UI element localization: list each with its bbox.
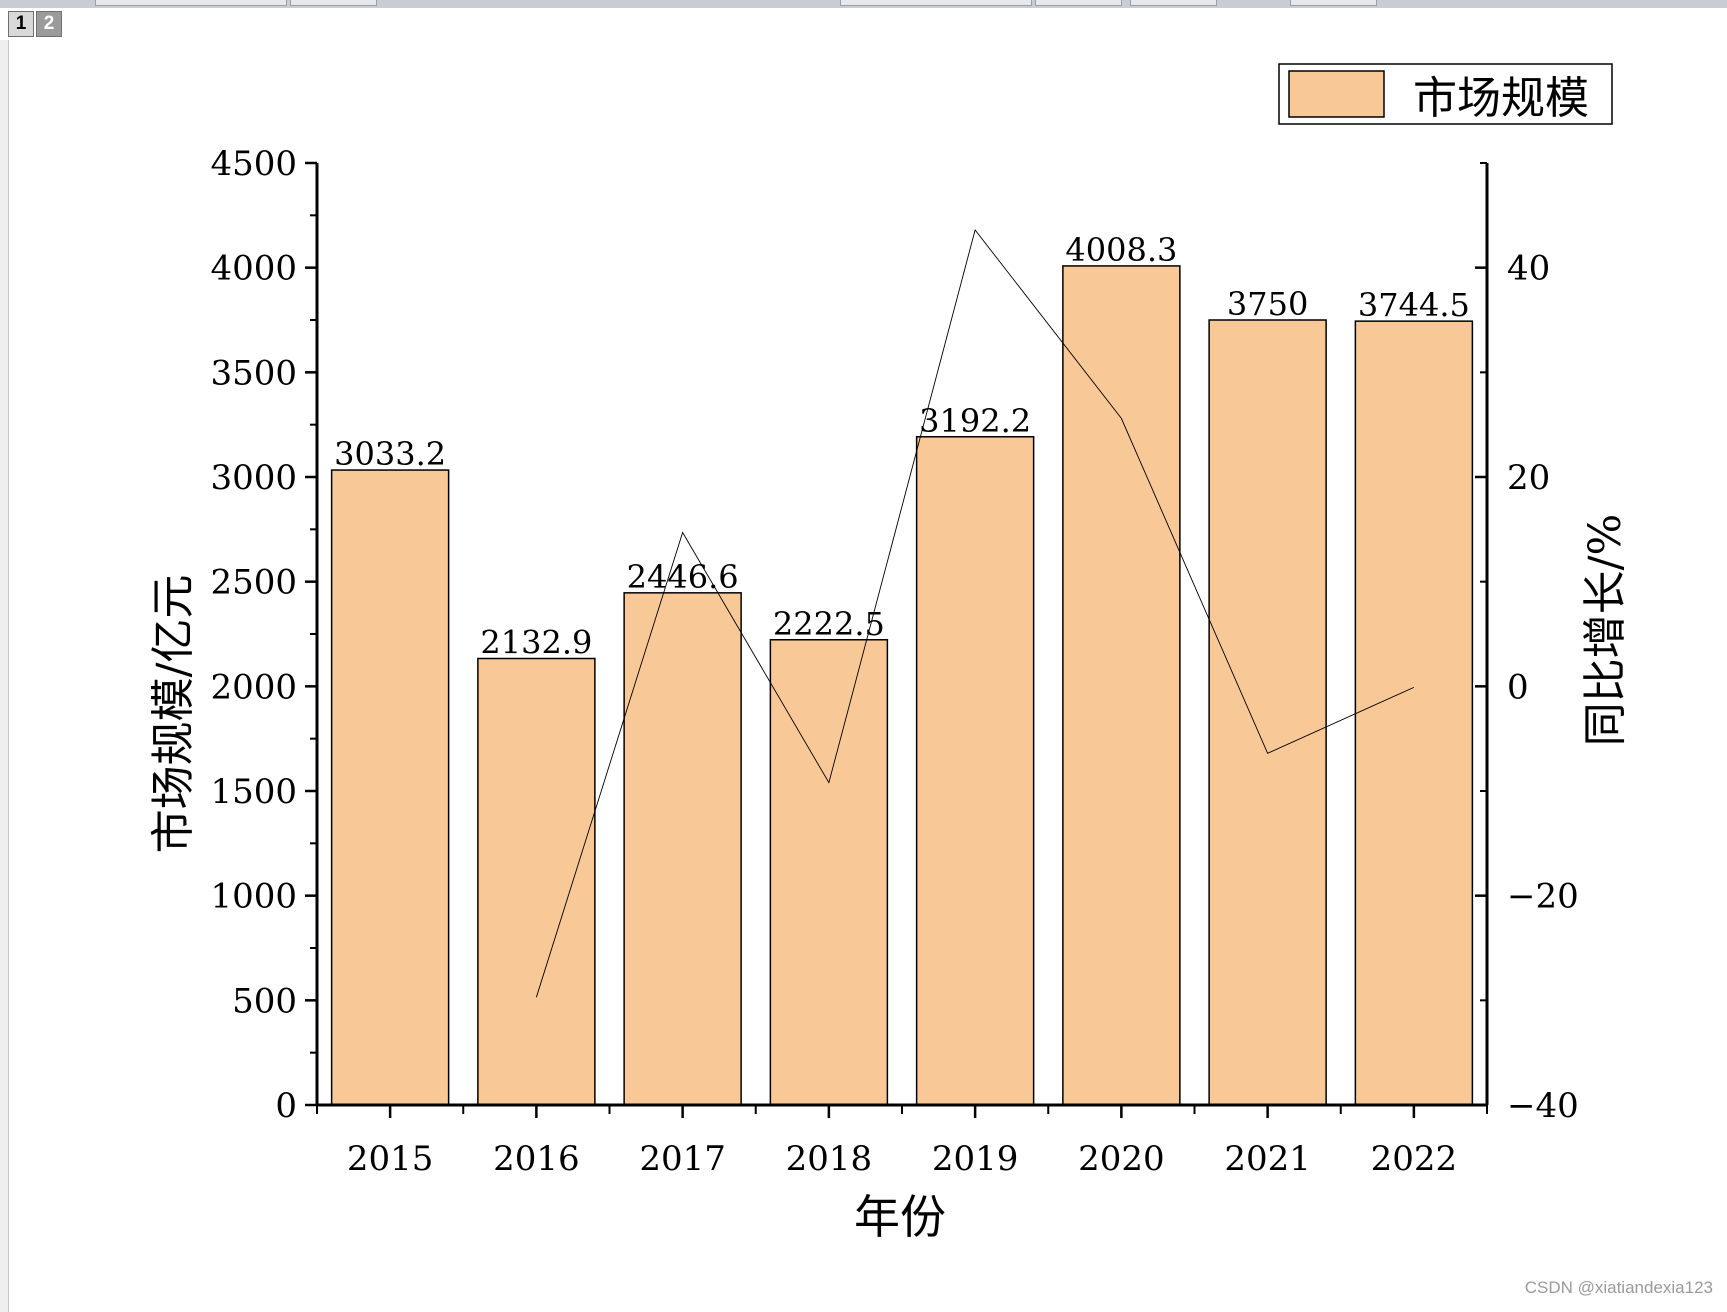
bar-value-label: 3744.5 [1358,286,1470,324]
x-tick-label: 2017 [639,1139,726,1179]
page-tab-1[interactable]: 1 [8,11,34,37]
legend-label: 市场规模 [1413,73,1589,124]
y2-tick-label: 0 [1507,667,1529,707]
y2-axis-title: 同比增长/% [1580,514,1631,747]
bar-2016 [477,657,596,1106]
toolbar-field[interactable] [1035,0,1122,6]
y-tick-label: 1000 [210,877,297,917]
page-tab-2[interactable]: 2 [36,11,62,37]
y-tick-label: 500 [232,981,297,1021]
bar-2021 [1208,319,1327,1106]
y2-tick-label: −20 [1507,877,1579,917]
toolbar-field[interactable] [1290,0,1377,6]
y2-tick-label: −40 [1507,1086,1579,1126]
bar-2018 [769,639,889,1106]
toolbar-field[interactable] [840,0,1032,6]
bar-value-label: 2222.5 [773,605,885,643]
bar-2017 [623,592,742,1106]
bars-layer [330,265,1474,1106]
watermark: CSDN @xiatiandexia123 [1524,1278,1713,1297]
left-frame [0,40,9,1312]
bar-2022 [1354,320,1474,1106]
y-tick-label: 4500 [210,144,297,184]
y-tick-label: 1500 [210,772,297,812]
x-tick-label: 2015 [347,1139,434,1179]
bar-value-label: 3750 [1227,285,1308,323]
x-tick-label: 2020 [1078,1139,1165,1179]
y-axis-title: 市场规模/亿元 [148,575,199,854]
axes-layer: 0 500 1000 1500 2000 2500 3000 3500 4000 4500 −40 −… [210,144,1578,1179]
x-axis-title: 年份 [854,1190,946,1244]
y-tick-label: 0 [275,1086,297,1126]
bar-value-label: 2446.6 [627,558,739,596]
x-tick-label: 2019 [932,1139,1019,1179]
bar-value-label: 4008.3 [1065,231,1177,269]
x-tick-label: 2016 [493,1139,580,1179]
x-tick-label: 2018 [786,1139,873,1179]
y-tick-label: 4000 [210,249,297,289]
bar-2020 [1062,265,1181,1106]
y-tick-label: 3500 [210,353,297,393]
x-tick-label: 2022 [1371,1139,1458,1179]
bar-2015 [330,469,450,1106]
bar-value-label: 2132.9 [480,624,592,662]
y2-tick-label: 40 [1507,249,1550,289]
y-tick-label: 2000 [210,667,297,707]
y-tick-label: 3000 [210,458,297,498]
bar-value-label: 3192.2 [919,402,1031,440]
toolbar-field[interactable] [95,0,287,6]
toolbar-strip [0,0,1727,8]
toolbar-field[interactable] [1130,0,1217,6]
y2-tick-label: 20 [1507,458,1550,498]
x-tick-label: 2021 [1224,1139,1311,1179]
growth-line [535,228,1415,998]
toolbar-field[interactable] [290,0,377,6]
page-tabs: 1 2 [8,11,62,39]
y-tick-label: 2500 [210,563,297,603]
legend: 市场规模 [1278,63,1613,125]
bar-labels-layer: 3033.2 2132.9 2446.6 2222.5 3192.2 4008.3 3750… [334,231,1470,662]
legend-swatch [1288,70,1385,118]
bar-value-label: 3033.2 [334,435,446,473]
bar-2019 [915,436,1035,1106]
